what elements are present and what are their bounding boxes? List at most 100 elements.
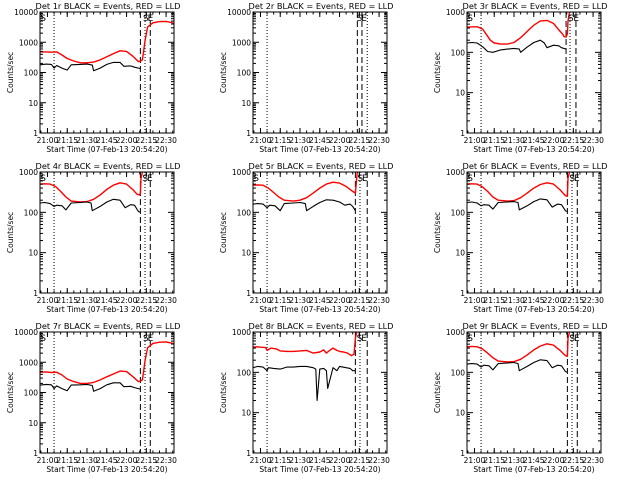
x-tick-label: 21:45: [309, 456, 331, 465]
y-tick-label: 1000: [232, 168, 251, 177]
x-tick-label: 21:45: [96, 456, 118, 465]
x-tick-label: 22:30: [368, 296, 390, 305]
series-events: [466, 39, 567, 53]
x-tick-label: 22:00: [116, 296, 138, 305]
series-events: [466, 359, 568, 373]
x-axis-title: Start Time (07-Feb-13 20:54:20): [473, 145, 594, 154]
series-events: [466, 198, 568, 213]
y-tick-label: 100: [451, 48, 466, 57]
y-tick-label: 1000: [446, 328, 465, 337]
marker-s: S: [569, 334, 575, 344]
x-axis-title: Start Time (07-Feb-13 20:54:20): [473, 305, 594, 314]
series-lld: [40, 20, 175, 64]
marker-s: S: [569, 174, 575, 184]
x-tick-label: 22:00: [329, 456, 351, 465]
x-tick-label: 22:00: [116, 456, 138, 465]
marker-s: S: [467, 334, 473, 344]
panel-det-7: Det 7r BLACK = Events, RED = LLD 1 10 100 10…: [6, 321, 180, 474]
y-tick-label: 10: [28, 249, 38, 258]
y-axis-title: Counts/sec: [433, 52, 442, 93]
panel-det-3: Det 3r BLACK = Events, RED = LLD 1 10 100 10…: [433, 1, 607, 154]
series-events: [252, 199, 356, 212]
series-lld: [252, 332, 358, 357]
x-tick-label: 21:00: [37, 296, 59, 305]
x-tick-label: 22:30: [155, 136, 177, 145]
marker-s: S: [357, 174, 363, 184]
y-tick-label: 1000: [232, 38, 251, 47]
marker-s: S: [40, 334, 46, 344]
marker-e: E: [147, 174, 153, 184]
x-tick-label: 22:30: [368, 136, 390, 145]
plot-frame: [39, 11, 175, 134]
marker-s: S: [357, 14, 363, 24]
x-tick-label: 22:15: [563, 296, 585, 305]
x-tick-label: 21:15: [483, 136, 505, 145]
x-tick-label: 21:00: [464, 296, 486, 305]
x-tick-label: 21:30: [289, 296, 311, 305]
marker-s: S: [357, 334, 363, 344]
y-tick-label: 1: [33, 129, 38, 138]
y-tick-label: 100: [24, 389, 39, 398]
y-tick-label: 100: [451, 368, 466, 377]
panel-title: Det 2r BLACK = Events, RED = LLD: [249, 1, 394, 11]
y-tick-label: 10: [241, 249, 251, 258]
y-tick-label: 10000: [14, 8, 38, 17]
x-tick-label: 21:30: [503, 136, 525, 145]
x-tick-label: 21:45: [309, 296, 331, 305]
y-tick-label: 1000: [446, 8, 465, 17]
series-lld: [466, 332, 571, 363]
y-axis-title: Counts/sec: [6, 372, 15, 413]
y-tick-label: 10000: [227, 8, 251, 17]
series-lld: [466, 12, 571, 45]
x-tick-label: 21:00: [37, 136, 59, 145]
marker-s: S: [40, 14, 46, 24]
x-tick-label: 22:30: [582, 136, 604, 145]
x-tick-label: 22:15: [136, 456, 158, 465]
x-tick-label: 22:00: [329, 136, 351, 145]
y-tick-label: 1: [460, 289, 465, 298]
x-tick-label: 21:30: [503, 296, 525, 305]
y-tick-label: 1000: [19, 358, 38, 367]
x-tick-label: 21:00: [464, 456, 486, 465]
series-events: [39, 61, 141, 72]
y-tick-label: 10000: [14, 328, 38, 337]
series-lld: [252, 172, 358, 202]
x-axis-title: Start Time (07-Feb-13 20:54:20): [46, 465, 167, 474]
x-tick-label: 21:15: [269, 296, 291, 305]
panel-title: Det 1r BLACK = Events, RED = LLD: [36, 1, 181, 11]
panel-title: Det 7r BLACK = Events, RED = LLD: [36, 321, 181, 331]
y-tick-label: 1: [33, 289, 38, 298]
x-tick-label: 21:30: [76, 296, 98, 305]
marker-e: E: [148, 334, 154, 344]
x-tick-label: 21:15: [483, 296, 505, 305]
x-tick-label: 22:15: [349, 296, 371, 305]
x-tick-label: 21:45: [523, 456, 545, 465]
x-tick-label: 21:15: [56, 136, 78, 145]
x-tick-label: 21:00: [250, 456, 272, 465]
x-axis-title: Start Time (07-Feb-13 20:54:20): [473, 465, 594, 474]
panel-det-5: Det 5r BLACK = Events, RED = LLD 1 10 100 10…: [219, 161, 393, 314]
y-tick-label: 100: [451, 208, 466, 217]
x-tick-label: 21:15: [56, 456, 78, 465]
panel-title: Det 5r BLACK = Events, RED = LLD: [249, 161, 394, 171]
y-axis-title: Counts/sec: [6, 52, 15, 93]
x-axis-title: Start Time (07-Feb-13 20:54:20): [259, 465, 380, 474]
marker-e: E: [573, 14, 579, 24]
x-axis-title: Start Time (07-Feb-13 20:54:20): [259, 305, 380, 314]
y-tick-label: 10: [28, 99, 38, 108]
x-tick-label: 22:30: [155, 456, 177, 465]
marker-s: S: [40, 174, 46, 184]
x-tick-label: 21:30: [289, 136, 311, 145]
marker-e: E: [361, 334, 367, 344]
x-tick-label: 21:15: [269, 456, 291, 465]
marker-s: S: [143, 334, 149, 344]
x-tick-label: 21:00: [37, 456, 59, 465]
marker-e: E: [361, 14, 367, 24]
y-tick-label: 1000: [232, 328, 251, 337]
marker-s: S: [143, 14, 149, 24]
y-tick-label: 1: [246, 449, 251, 458]
x-tick-label: 21:15: [56, 296, 78, 305]
y-tick-label: 1: [33, 449, 38, 458]
panel-det-6: Det 6r BLACK = Events, RED = LLD 1 10 100 10…: [433, 161, 607, 314]
panel-title: Det 4r BLACK = Events, RED = LLD: [36, 161, 181, 171]
